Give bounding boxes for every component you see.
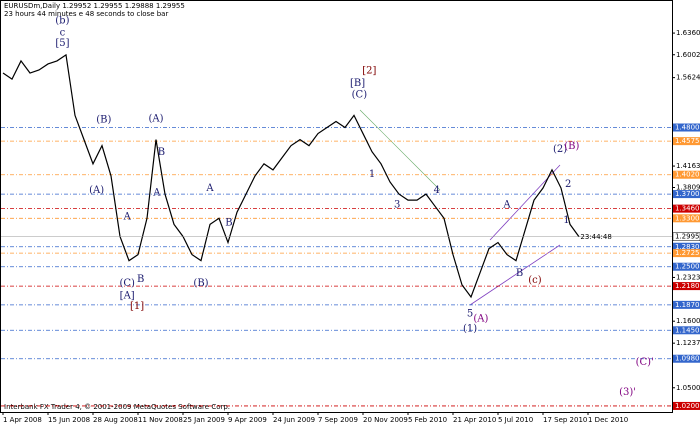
- channel-line: [469, 244, 561, 306]
- level-box: [673, 214, 700, 223]
- bar-timer: 23:44:48: [580, 233, 611, 241]
- y-tick-label: 1.63600: [676, 29, 700, 37]
- x-tick-label: 17 Sep 2010: [543, 416, 587, 424]
- x-tick-label: 1 Dec 2010: [588, 416, 628, 424]
- wave-label: 5: [467, 308, 473, 319]
- level-label: 1.27250: [675, 249, 700, 257]
- level-box: [673, 300, 700, 309]
- level-label: 1.14500: [675, 326, 700, 334]
- y-tick-label: 1.12372: [676, 339, 700, 347]
- level-label: 1.02000: [675, 402, 700, 410]
- x-tick-label: 21 Apr 2010: [453, 416, 496, 424]
- wave-label: B: [516, 268, 523, 279]
- trend-line: [359, 109, 441, 191]
- wave-label: (B): [564, 141, 579, 152]
- y-tick-label: 1.60020: [676, 51, 700, 59]
- x-tick-label: 28 Aug 2008: [93, 416, 138, 424]
- wave-label: (A): [148, 114, 163, 125]
- last-price-label: 1.29955: [675, 233, 700, 241]
- level-label: 1.40200: [675, 171, 700, 179]
- wave-label: (c): [528, 275, 542, 286]
- wave-label: [B]: [350, 78, 365, 89]
- y-tick-label: 1.41630: [676, 162, 700, 170]
- level-box: [673, 170, 700, 179]
- wave-label: 1: [369, 169, 375, 180]
- level-box: [673, 204, 700, 213]
- chart-subtitle: 23 hours 44 minutes e 48 seconds to clos…: [4, 10, 168, 18]
- x-tick-label: 20 Nov 2009: [363, 416, 408, 424]
- x-tick-label: 1 Apr 2008: [3, 416, 42, 424]
- last-price-box: [672, 232, 700, 241]
- level-box: [673, 282, 700, 291]
- level-label: 1.45750: [675, 137, 700, 145]
- footer: Interbank FX Trader 4, © 2001-2009 MetaQ…: [4, 403, 230, 411]
- wave-label: B: [225, 218, 232, 229]
- x-tick-label: 25 Jan 2009: [183, 416, 225, 424]
- wave-label: c: [60, 28, 66, 39]
- level-box: [673, 137, 700, 146]
- level-box: [673, 249, 700, 258]
- x-tick-label: 24 Jun 2009: [273, 416, 315, 424]
- wave-label: 3: [394, 199, 400, 210]
- y-tick-label: 1.56240: [676, 74, 700, 82]
- wave-label: (C): [352, 89, 368, 100]
- y-tick-label: 1.23230: [676, 273, 700, 281]
- wave-label: A: [152, 187, 161, 198]
- level-box: [673, 242, 700, 251]
- x-tick-label: 15 Jun 2008: [48, 416, 90, 424]
- level-label: 1.21800: [675, 282, 700, 290]
- chart-title: EURUSDm,Daily 1.29952 1.29955 1.29888 1.…: [4, 2, 185, 10]
- level-label: 1.18700: [675, 301, 700, 309]
- wave-label: (A): [473, 313, 488, 324]
- wave-label: [1]: [130, 301, 144, 312]
- wave-label: B: [158, 147, 165, 158]
- wave-label: (C)': [636, 357, 654, 368]
- wave-label: (C): [119, 278, 135, 289]
- level-label: 1.28300: [675, 243, 700, 251]
- x-tick-label: 9 Apr 2009: [228, 416, 267, 424]
- wave-label: (b): [55, 15, 69, 26]
- level-box: [673, 262, 700, 271]
- level-box: [673, 354, 700, 363]
- wave-label: (3)': [619, 387, 636, 398]
- wave-label: [A]: [120, 290, 135, 301]
- wave-label: (B): [96, 115, 111, 126]
- level-box: [673, 190, 700, 199]
- level-label: 1.09800: [675, 355, 700, 363]
- level-box: [673, 123, 700, 132]
- level-label: 1.34600: [675, 205, 700, 213]
- wave-label: (A): [89, 185, 104, 196]
- x-tick-label: 5 Jul 2010: [498, 416, 533, 424]
- price-line: [2, 53, 580, 299]
- wave-label: (2): [553, 144, 567, 155]
- wave-label: (B): [193, 278, 208, 289]
- level-box: [673, 326, 700, 335]
- wave-label: [5]: [55, 38, 69, 49]
- plot-frame: [0, 0, 673, 413]
- wave-label: 4: [434, 185, 440, 196]
- wave-label: (1): [463, 324, 477, 335]
- wave-label: 2: [565, 179, 571, 190]
- level-label: 1.37000: [675, 190, 700, 198]
- x-tick-label: 7 Sep 2009: [318, 416, 358, 424]
- level-label: 1.25000: [675, 263, 700, 271]
- x-tick-label: 11 Nov 2008: [138, 416, 183, 424]
- level-label: 1.48000: [675, 124, 700, 132]
- wave-label: [2]: [362, 66, 376, 77]
- wave-label: A: [502, 199, 511, 210]
- wave-label: 1: [563, 215, 569, 226]
- wave-label: A: [123, 212, 132, 223]
- y-tick-label: 1.16002: [676, 317, 700, 325]
- level-label: 1.33000: [675, 214, 700, 222]
- x-tick-label: 5 Feb 2010: [408, 416, 447, 424]
- wave-label: A: [205, 183, 214, 194]
- y-tick-label: 1.38090: [676, 183, 700, 191]
- level-box: [673, 401, 700, 410]
- wave-label: B: [137, 274, 144, 285]
- y-tick-label: 1.05002: [676, 384, 700, 392]
